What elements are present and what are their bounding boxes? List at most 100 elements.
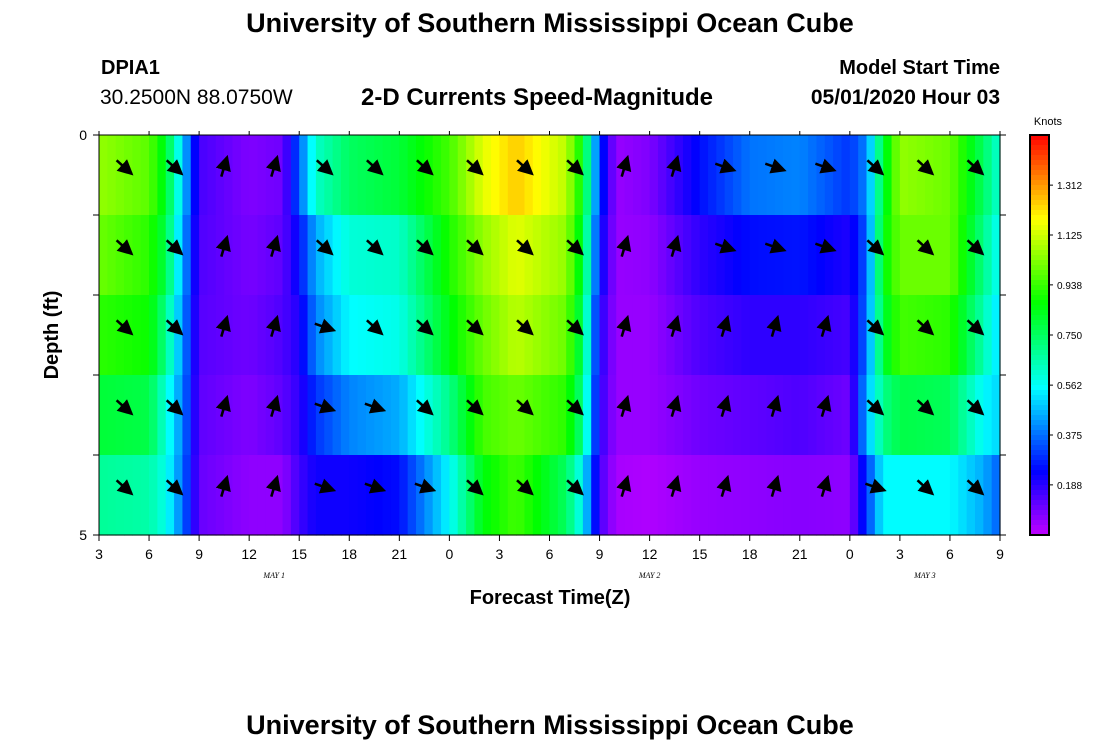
heatmap-cell bbox=[616, 215, 626, 296]
colorbar-swatch bbox=[1030, 365, 1049, 371]
heatmap-cell bbox=[657, 455, 667, 536]
heatmap-cell bbox=[265, 455, 275, 536]
colorbar-swatch bbox=[1030, 465, 1049, 471]
heatmap-cell bbox=[457, 215, 467, 296]
colorbar-swatch bbox=[1030, 285, 1049, 291]
colorbar-swatch bbox=[1030, 195, 1049, 201]
heatmap-cell bbox=[557, 215, 567, 296]
heatmap-cell bbox=[357, 135, 367, 216]
colorbar-swatch bbox=[1030, 260, 1049, 266]
colorbar-swatch bbox=[1030, 325, 1049, 331]
heatmap-cell bbox=[382, 455, 392, 536]
heatmap-cell bbox=[432, 295, 442, 376]
colorbar-swatch bbox=[1030, 200, 1049, 206]
heatmap-cell bbox=[324, 215, 334, 296]
heatmap-cell bbox=[724, 295, 734, 376]
heatmap-cell bbox=[891, 215, 901, 296]
heatmap-cell bbox=[265, 295, 275, 376]
heatmap-cell bbox=[182, 135, 192, 216]
heatmap-cell bbox=[174, 215, 184, 296]
heatmap-cell bbox=[724, 455, 734, 536]
heatmap-cell bbox=[741, 135, 751, 216]
heatmap-cell bbox=[140, 215, 150, 296]
heatmap-cell bbox=[674, 455, 684, 536]
colorbar-swatch bbox=[1030, 290, 1049, 296]
current-arrow bbox=[566, 319, 584, 336]
heatmap-cell bbox=[232, 135, 242, 216]
colorbar-swatch bbox=[1030, 250, 1049, 256]
current-arrow bbox=[516, 159, 534, 176]
current-arrow bbox=[265, 474, 281, 497]
y-axis-title: Depth (ft) bbox=[41, 291, 63, 380]
heatmap-cell bbox=[182, 295, 192, 376]
heatmap-cell bbox=[315, 375, 325, 456]
heatmap-cell bbox=[432, 215, 442, 296]
heatmap-cell bbox=[115, 375, 125, 456]
heatmap-cell bbox=[140, 375, 150, 456]
heatmap-cell bbox=[174, 455, 184, 536]
colorbar-swatch bbox=[1030, 355, 1049, 361]
heatmap-cell bbox=[758, 375, 767, 456]
heatmap-cell bbox=[199, 375, 209, 456]
colorbar-swatch bbox=[1030, 495, 1049, 501]
heatmap-cell bbox=[432, 375, 442, 456]
heatmap-cell bbox=[182, 375, 192, 456]
heatmap-cell bbox=[833, 375, 843, 456]
colorbar-swatch bbox=[1030, 435, 1049, 441]
colorbar-swatch bbox=[1030, 340, 1049, 346]
current-arrow bbox=[115, 239, 134, 256]
x-tick-label: 15 bbox=[291, 546, 307, 562]
x-axis: 3 6 9 12 15 18 21 0 3 6 9 12 15 18 21 0 3 6 9 MAY 1 MAY 2 MAY… bbox=[95, 131, 1004, 580]
colorbar-swatch bbox=[1030, 160, 1049, 166]
current-arrow bbox=[616, 154, 632, 177]
heatmap-cell bbox=[449, 455, 459, 536]
current-arrow bbox=[215, 154, 231, 177]
heatmap-cell bbox=[265, 215, 275, 296]
heatmap-cell bbox=[816, 295, 826, 376]
heatmap-cell bbox=[657, 135, 667, 216]
heatmap-cell bbox=[874, 375, 884, 456]
heatmap-cell bbox=[215, 455, 225, 536]
colorbar-swatch bbox=[1030, 300, 1049, 306]
heatmap-cell bbox=[866, 135, 876, 216]
heatmap-cell bbox=[282, 215, 292, 296]
heatmap-cell bbox=[357, 455, 367, 536]
heatmap-cell bbox=[365, 455, 375, 536]
colorbar-swatch bbox=[1030, 350, 1049, 356]
heatmap-cell bbox=[624, 455, 634, 536]
heatmap-cell bbox=[491, 455, 501, 536]
x-tick-label: 15 bbox=[692, 546, 708, 562]
heatmap-cell bbox=[916, 295, 926, 376]
heatmap-cell bbox=[699, 295, 709, 376]
heatmap-cell bbox=[574, 455, 584, 536]
heatmap-cell bbox=[407, 295, 417, 376]
colorbar-swatch bbox=[1030, 155, 1049, 161]
colorbar-swatch bbox=[1030, 375, 1049, 381]
heatmap-cell bbox=[783, 375, 793, 456]
heatmap-cell bbox=[357, 215, 367, 296]
heatmap-cell bbox=[491, 295, 501, 376]
heatmap-cell bbox=[190, 215, 200, 296]
heatmap-cell bbox=[691, 295, 701, 376]
heatmap-cell bbox=[958, 375, 968, 456]
heatmap-cell bbox=[541, 455, 551, 536]
heatmap-cell bbox=[991, 295, 1001, 376]
heatmap-cell bbox=[424, 375, 434, 456]
colorbar-swatch bbox=[1030, 410, 1049, 416]
heatmap-cell bbox=[849, 135, 859, 216]
x-tick-label: 9 bbox=[195, 546, 203, 562]
heatmap-cell bbox=[532, 135, 542, 216]
current-arrow bbox=[516, 239, 534, 256]
colorbar-swatch bbox=[1030, 345, 1049, 351]
heatmap-cell bbox=[382, 295, 392, 376]
heatmap-cell bbox=[290, 215, 300, 296]
x-tick-label: 6 bbox=[546, 546, 554, 562]
heatmap-cell bbox=[991, 215, 1001, 296]
heatmap-cell bbox=[399, 455, 409, 536]
current-arrow bbox=[716, 474, 732, 497]
heatmap-cell bbox=[240, 455, 250, 536]
heatmap-cell bbox=[332, 375, 342, 456]
current-arrow bbox=[766, 314, 782, 337]
heatmap-cell bbox=[808, 375, 818, 456]
heatmap-cell bbox=[207, 455, 217, 536]
